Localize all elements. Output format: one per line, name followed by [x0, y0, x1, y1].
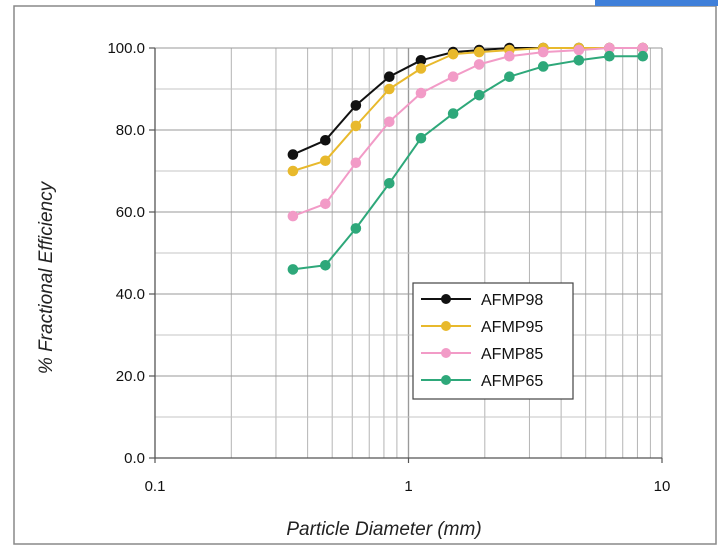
data-point: [384, 116, 395, 128]
axes: [149, 47, 663, 463]
legend: AFMP98 AFMP95 AFMP85 AFMP65: [412, 282, 574, 400]
data-point: [287, 264, 299, 275]
legend-swatch-marker: [441, 375, 451, 385]
data-point: [384, 83, 395, 95]
data-point: [287, 149, 299, 160]
data-point: [350, 223, 362, 234]
data-point: [604, 50, 615, 62]
y-tick-label: 60.0: [116, 204, 145, 221]
chart-border: [13, 5, 717, 545]
data-point: [537, 46, 549, 58]
tick-labels: 0.0 20.0 40.0 60.0 80.0 100.0 0.1 1 10: [107, 40, 670, 495]
legend-label: AFMP95: [481, 319, 543, 336]
data-point: [473, 46, 485, 58]
legend-label: AFMP98: [481, 292, 543, 309]
data-point: [415, 63, 427, 74]
legend-label: AFMP65: [481, 373, 543, 390]
series-AFMP65: [287, 50, 649, 275]
data-point: [287, 165, 299, 177]
legend-item: AFMP85: [421, 346, 543, 363]
legend-item: AFMP95: [421, 319, 543, 336]
data-point: [415, 87, 427, 99]
data-point: [573, 55, 585, 66]
legend-item: AFMP98: [421, 292, 543, 309]
data-point: [573, 44, 585, 56]
legend-label: AFMP85: [481, 346, 543, 363]
data-point: [415, 132, 427, 144]
y-tick-label: 80.0: [116, 122, 145, 139]
data-point: [504, 50, 515, 62]
data-point: [537, 61, 549, 72]
legend-swatch-marker: [441, 294, 451, 304]
x-tick-label: 0.1: [145, 478, 166, 495]
data-point: [504, 71, 515, 82]
gridlines: [154, 47, 663, 459]
series-group: [287, 42, 649, 275]
data-point: [320, 134, 331, 146]
x-tick-label: 1: [404, 478, 412, 495]
legend-item: AFMP65: [421, 373, 543, 390]
y-tick-label: 0.0: [124, 450, 145, 467]
data-point: [447, 108, 459, 119]
y-tick-label: 20.0: [116, 368, 145, 385]
y-axis-title: % Fractional Efficiency: [36, 180, 57, 374]
legend-swatch-marker: [441, 321, 451, 331]
data-point: [320, 198, 331, 210]
data-point: [384, 71, 395, 82]
data-point: [320, 155, 331, 167]
data-point: [447, 71, 459, 82]
series-AFMP85: [287, 42, 649, 222]
data-point: [447, 48, 459, 60]
data-point: [320, 260, 331, 271]
y-tick-label: 40.0: [116, 286, 145, 303]
data-point: [350, 120, 362, 132]
legend-swatch-marker: [441, 348, 451, 358]
x-axis-title: Particle Diameter (mm): [286, 519, 481, 540]
data-point: [287, 210, 299, 222]
top-right-accent: [595, 0, 718, 6]
data-point: [384, 178, 395, 189]
data-point: [473, 59, 485, 70]
data-point: [637, 50, 649, 62]
data-point: [350, 100, 362, 111]
y-tick-label: 100.0: [107, 40, 145, 57]
data-point: [473, 89, 485, 101]
x-tick-label: 10: [654, 478, 671, 495]
data-point: [350, 157, 362, 169]
